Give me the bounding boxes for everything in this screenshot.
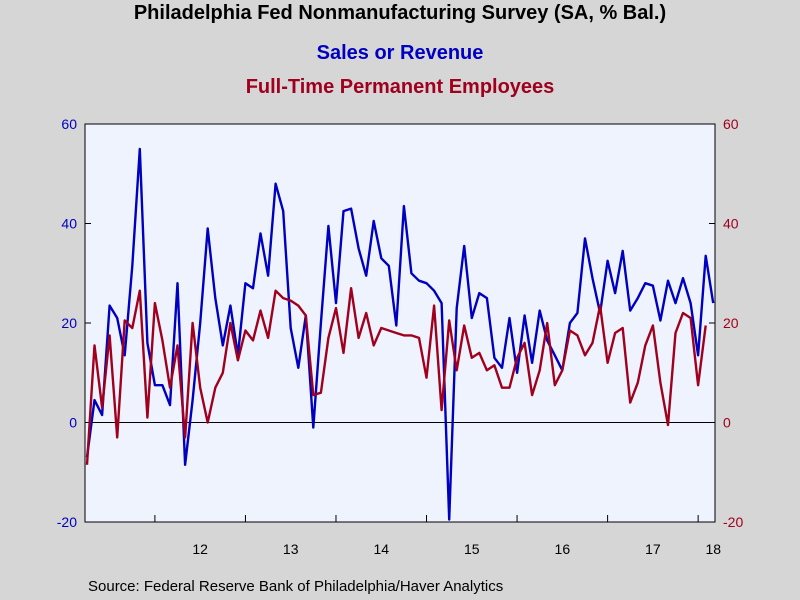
y-tick-label-right: 0 bbox=[723, 415, 731, 431]
series-line-employees bbox=[85, 287, 707, 465]
legend-series-employees: Full-Time Permanent Employees bbox=[245, 76, 555, 98]
source-note: Source: Federal Reserve Bank of Philadel… bbox=[88, 578, 504, 595]
series-line-sales bbox=[85, 147, 715, 521]
y-tick-label-right: 40 bbox=[723, 216, 739, 232]
y-tick-label-left: -20 bbox=[57, 514, 77, 530]
x-tick-label: 16 bbox=[555, 541, 571, 557]
y-tick-label-right: -20 bbox=[723, 514, 743, 530]
x-tick-label: 18 bbox=[705, 541, 721, 557]
y-tick-label-left: 60 bbox=[61, 116, 77, 132]
legend-series-sales: Sales or Revenue bbox=[316, 42, 484, 64]
y-tick-label-left: 20 bbox=[61, 315, 77, 331]
plot-area bbox=[84, 123, 716, 523]
x-tick-label: 15 bbox=[464, 541, 480, 557]
y-tick-label-right: 20 bbox=[723, 315, 739, 331]
y-tick-label-left: 0 bbox=[69, 415, 77, 431]
x-tick-label: 13 bbox=[283, 541, 299, 557]
y-tick-label-right: 60 bbox=[723, 116, 739, 132]
x-tick-label: 17 bbox=[645, 541, 661, 557]
y-tick-label-left: 40 bbox=[61, 216, 77, 232]
chart-title: Philadelphia Fed Nonmanufacturing Survey… bbox=[133, 2, 667, 24]
x-tick-label: 12 bbox=[192, 541, 208, 557]
x-tick-label: 14 bbox=[373, 541, 389, 557]
